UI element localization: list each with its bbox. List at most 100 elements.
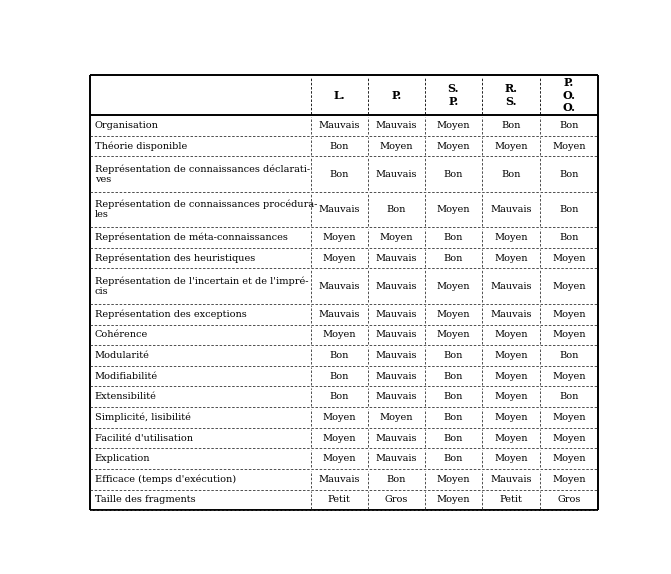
Text: Représentation de connaissances procédura-
les: Représentation de connaissances procédur… bbox=[95, 200, 317, 219]
Text: Bon: Bon bbox=[444, 392, 463, 401]
Text: Représentation de connaissances déclarati-
ves: Représentation de connaissances déclarat… bbox=[95, 164, 310, 184]
Text: Moyen: Moyen bbox=[494, 331, 527, 339]
Text: Moyen: Moyen bbox=[552, 475, 586, 484]
Text: Mauvais: Mauvais bbox=[490, 205, 531, 214]
Text: Simplicité, lisibilité: Simplicité, lisibilité bbox=[95, 413, 191, 422]
Text: Mauvais: Mauvais bbox=[375, 254, 417, 263]
Text: Taille des fragments: Taille des fragments bbox=[95, 495, 195, 505]
Text: Explication: Explication bbox=[95, 454, 150, 463]
Text: Moyen: Moyen bbox=[323, 331, 356, 339]
Text: Bon: Bon bbox=[329, 392, 349, 401]
Text: Moyen: Moyen bbox=[323, 254, 356, 263]
Text: Moyen: Moyen bbox=[494, 454, 527, 463]
Text: Moyen: Moyen bbox=[552, 331, 586, 339]
Text: Bon: Bon bbox=[559, 233, 578, 242]
Text: Mauvais: Mauvais bbox=[375, 310, 417, 319]
Text: Mauvais: Mauvais bbox=[319, 282, 360, 290]
Text: Bon: Bon bbox=[329, 351, 349, 360]
Text: Moyen: Moyen bbox=[323, 413, 356, 422]
Text: Bon: Bon bbox=[501, 121, 521, 130]
Text: Petit: Petit bbox=[499, 495, 522, 505]
Text: Moyen: Moyen bbox=[552, 142, 586, 150]
Text: Bon: Bon bbox=[386, 205, 406, 214]
Text: Bon: Bon bbox=[444, 233, 463, 242]
Text: Moyen: Moyen bbox=[494, 233, 527, 242]
Text: Moyen: Moyen bbox=[437, 310, 470, 319]
Text: Moyen: Moyen bbox=[379, 413, 413, 422]
Text: P.: P. bbox=[391, 90, 401, 100]
Text: Bon: Bon bbox=[559, 169, 578, 179]
Text: Moyen: Moyen bbox=[494, 392, 527, 401]
Text: Mauvais: Mauvais bbox=[375, 351, 417, 360]
Text: Mauvais: Mauvais bbox=[375, 331, 417, 339]
Text: Bon: Bon bbox=[444, 351, 463, 360]
Text: Moyen: Moyen bbox=[323, 454, 356, 463]
Text: Mauvais: Mauvais bbox=[319, 205, 360, 214]
Text: L.: L. bbox=[333, 90, 345, 100]
Text: Moyen: Moyen bbox=[552, 282, 586, 290]
Text: Bon: Bon bbox=[501, 169, 521, 179]
Text: Gros: Gros bbox=[384, 495, 408, 505]
Text: Bon: Bon bbox=[444, 413, 463, 422]
Text: Moyen: Moyen bbox=[552, 254, 586, 263]
Text: Gros: Gros bbox=[557, 495, 580, 505]
Text: Bon: Bon bbox=[444, 254, 463, 263]
Text: Moyen: Moyen bbox=[437, 495, 470, 505]
Text: Organisation: Organisation bbox=[95, 121, 158, 130]
Text: Mauvais: Mauvais bbox=[490, 475, 531, 484]
Text: Moyen: Moyen bbox=[552, 454, 586, 463]
Text: Petit: Petit bbox=[328, 495, 351, 505]
Text: Moyen: Moyen bbox=[552, 413, 586, 422]
Text: Représentation de méta-connaissances: Représentation de méta-connaissances bbox=[95, 233, 288, 242]
Text: Bon: Bon bbox=[559, 351, 578, 360]
Text: Bon: Bon bbox=[386, 475, 406, 484]
Text: Cohérence: Cohérence bbox=[95, 331, 148, 339]
Text: Représentation des exceptions: Représentation des exceptions bbox=[95, 309, 246, 319]
Text: Moyen: Moyen bbox=[494, 142, 527, 150]
Text: Mauvais: Mauvais bbox=[490, 282, 531, 290]
Text: Moyen: Moyen bbox=[437, 331, 470, 339]
Text: Mauvais: Mauvais bbox=[375, 371, 417, 381]
Text: Moyen: Moyen bbox=[323, 233, 356, 242]
Text: S.
P.: S. P. bbox=[448, 83, 459, 107]
Text: Moyen: Moyen bbox=[437, 282, 470, 290]
Text: Bon: Bon bbox=[444, 433, 463, 443]
Text: Moyen: Moyen bbox=[552, 310, 586, 319]
Text: Moyen: Moyen bbox=[494, 254, 527, 263]
Text: Bon: Bon bbox=[444, 454, 463, 463]
Text: Bon: Bon bbox=[559, 392, 578, 401]
Text: Bon: Bon bbox=[329, 169, 349, 179]
Text: Mauvais: Mauvais bbox=[375, 121, 417, 130]
Text: Moyen: Moyen bbox=[494, 371, 527, 381]
Text: Mauvais: Mauvais bbox=[319, 475, 360, 484]
Text: Extensibilité: Extensibilité bbox=[95, 392, 156, 401]
Text: Représentation de l'incertain et de l'impré-
cis: Représentation de l'incertain et de l'im… bbox=[95, 276, 308, 296]
Text: Moyen: Moyen bbox=[552, 371, 586, 381]
Text: Mauvais: Mauvais bbox=[319, 121, 360, 130]
Text: Moyen: Moyen bbox=[379, 142, 413, 150]
Text: Théorie disponible: Théorie disponible bbox=[95, 141, 187, 151]
Text: Mauvais: Mauvais bbox=[375, 454, 417, 463]
Text: Moyen: Moyen bbox=[437, 121, 470, 130]
Text: Moyen: Moyen bbox=[494, 433, 527, 443]
Text: Bon: Bon bbox=[329, 371, 349, 381]
Text: Efficace (temps d'exécution): Efficace (temps d'exécution) bbox=[95, 475, 236, 484]
Text: Mauvais: Mauvais bbox=[375, 433, 417, 443]
Text: Mauvais: Mauvais bbox=[375, 282, 417, 290]
Text: Bon: Bon bbox=[444, 169, 463, 179]
Text: Moyen: Moyen bbox=[379, 233, 413, 242]
Text: Mauvais: Mauvais bbox=[375, 392, 417, 401]
Text: P.
O.
O.: P. O. O. bbox=[562, 77, 575, 113]
Text: Moyen: Moyen bbox=[323, 433, 356, 443]
Text: Bon: Bon bbox=[559, 205, 578, 214]
Text: Modifiabilité: Modifiabilité bbox=[95, 371, 158, 381]
Text: Moyen: Moyen bbox=[494, 351, 527, 360]
Text: Facilité d'utilisation: Facilité d'utilisation bbox=[95, 433, 193, 443]
Text: Mauvais: Mauvais bbox=[319, 310, 360, 319]
Text: Moyen: Moyen bbox=[552, 433, 586, 443]
Text: Mauvais: Mauvais bbox=[375, 169, 417, 179]
Text: Bon: Bon bbox=[559, 121, 578, 130]
Text: Modularité: Modularité bbox=[95, 351, 150, 360]
Text: Moyen: Moyen bbox=[437, 475, 470, 484]
Text: Mauvais: Mauvais bbox=[490, 310, 531, 319]
